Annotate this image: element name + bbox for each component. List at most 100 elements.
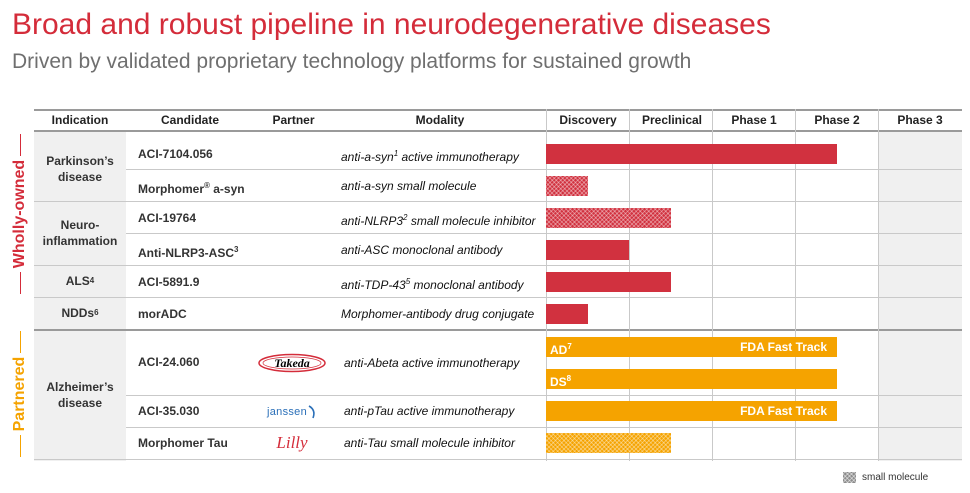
progress-bar-aci-35030: FDA Fast Track: [546, 401, 837, 421]
janssen-logo: janssen: [256, 401, 328, 423]
indication-line: Parkinson’s: [46, 154, 114, 168]
candidate-suffix: a-syn: [209, 182, 245, 196]
footnote-marker: 6: [94, 308, 99, 317]
indication-ndds: NDDs 6: [34, 297, 126, 329]
modality-text: anti-NLRP3: [341, 214, 404, 228]
modality-text: monoclonal antibody: [410, 278, 524, 292]
candidate-anti-nlrp3-asc: Anti-NLRP3-ASC3: [138, 234, 238, 266]
pipeline-table: Indication Candidate Partner Modality Di…: [34, 109, 962, 461]
indication-line: disease: [57, 170, 103, 184]
progress-bar-morphomer-tau: [546, 433, 671, 453]
section-divider: [34, 329, 962, 331]
footnote-marker: 5: [405, 277, 411, 286]
column-header-partner: Partner: [272, 113, 315, 127]
indication-column-background: [34, 131, 126, 461]
wholly-owned-text: Wholly-owned: [11, 159, 28, 269]
modality-text: small molecule inhibitor: [407, 214, 536, 228]
column-header-preclinical: Preclinical: [641, 113, 703, 127]
bar-label-text: DS: [550, 375, 567, 389]
indication-line: inflammation: [42, 234, 118, 248]
progress-bar-aci-19764: [546, 208, 671, 228]
phase-gridline: [795, 109, 796, 461]
modality-aci-7104: anti-a-syn1 active immunotherapy: [341, 138, 519, 170]
progress-bar-morphomer-asyn: [546, 176, 588, 196]
row-divider: [126, 169, 962, 170]
column-header-discovery: Discovery: [559, 113, 617, 127]
takeda-logo-graphic: Takeda: [258, 353, 326, 373]
progress-bar-moradc: [546, 304, 588, 324]
modality-text: active immunotherapy: [398, 150, 519, 164]
group-divider: [34, 265, 962, 266]
candidate-aci-5891: ACI-5891.9: [138, 275, 200, 289]
modality-aci-24060: anti-Abeta active immunotherapy: [344, 356, 520, 370]
candidate-aci-19764: ACI-19764: [138, 211, 197, 225]
indication-neuroinflammation: Neuro- inflammation: [34, 201, 126, 265]
partner-name: janssen: [266, 406, 307, 418]
partner-name: Lilly: [276, 433, 308, 452]
indication-parkinsons: Parkinson’s disease: [34, 137, 126, 201]
partnered-label: Partnered: [10, 329, 30, 459]
footnote-marker: 2: [403, 213, 408, 222]
phase-3-column-background: [878, 131, 962, 461]
group-divider: [34, 201, 962, 202]
candidate-aci-24060: ACI-24.060: [138, 355, 200, 369]
footnote-marker: 4: [89, 276, 95, 285]
modality-aci-19764: anti-NLRP32 small molecule inhibitor: [341, 202, 536, 234]
bar-label-text: AD: [550, 343, 568, 357]
candidate-morphomer-asyn: Morphomer® a-syn: [138, 170, 245, 202]
column-header-phase-3: Phase 3: [897, 113, 943, 127]
column-header-indication: Indication: [51, 113, 109, 127]
progress-bar-aci-7104: [546, 144, 837, 164]
modality-anti-nlrp3-asc: anti-ASC monoclonal antibody: [341, 243, 503, 257]
modality-moradc: Morphomer-antibody drug conjugate: [341, 307, 535, 321]
candidate-morphomer-tau: Morphomer Tau: [138, 436, 228, 450]
modality-text: anti-a-syn: [341, 150, 394, 164]
janssen-swoosh-icon: [308, 405, 315, 419]
column-header-phase-1: Phase 1: [731, 113, 777, 127]
divider: [19, 330, 21, 353]
fda-fast-track-label: FDA Fast Track: [740, 404, 827, 418]
fda-fast-track-label: FDA Fast Track: [740, 340, 827, 354]
candidate-aci-7104: ACI-7104.056: [138, 147, 213, 161]
registered-mark: ®: [204, 181, 210, 190]
progress-bar-aci-24060-ds: DS8: [546, 369, 837, 389]
table-bottom-rule: [34, 459, 962, 460]
candidate-name: Morphomer: [138, 182, 204, 196]
candidate-moradc: morADC: [138, 307, 187, 321]
indication-line: disease: [57, 396, 103, 410]
row-divider: [126, 233, 962, 234]
indication-text: ALS: [65, 274, 90, 288]
takeda-logo: Takeda: [256, 352, 328, 374]
footnote-marker: 3: [234, 245, 239, 254]
progress-bar-anti-nlrp3-asc: [546, 240, 629, 260]
bar-indication-label: DS8: [550, 371, 571, 390]
column-header-candidate: Candidate: [160, 113, 219, 127]
phase-gridline: [712, 109, 713, 461]
divider: [19, 134, 21, 156]
partnered-text: Partnered: [11, 356, 28, 432]
candidate-name: Anti-NLRP3-ASC: [138, 246, 234, 260]
progress-bar-aci-24060-ad: AD7 FDA Fast Track: [546, 337, 837, 357]
legend-label: small molecule: [862, 472, 929, 483]
modality-aci-35030: anti-pTau active immunotherapy: [344, 404, 515, 418]
indication-line: Neuro-: [60, 218, 100, 232]
modality-aci-5891: anti-TDP-435 monoclonal antibody: [341, 266, 524, 298]
progress-bar-aci-5891: [546, 272, 671, 292]
page-subtitle: Driven by validated proprietary technolo…: [12, 50, 692, 73]
row-divider: [126, 395, 962, 396]
divider: [19, 272, 21, 294]
header-rule-top: [34, 109, 962, 111]
indication-line: Alzheimer’s: [46, 380, 114, 394]
indication-alzheimers: Alzheimer’s disease: [34, 330, 126, 460]
modality-text: anti-TDP-43: [341, 278, 406, 292]
indication-als: ALS 4: [34, 265, 126, 297]
phase-gridline: [878, 109, 879, 461]
row-divider: [126, 427, 962, 428]
small-molecule-swatch-icon: [843, 472, 856, 483]
footnote-marker: 1: [393, 149, 399, 158]
column-header-modality: Modality: [415, 113, 465, 127]
wholly-owned-label: Wholly-owned: [10, 134, 30, 294]
page-title: Broad and robust pipeline in neurodegene…: [12, 8, 771, 41]
header-rule-bottom: [34, 130, 962, 132]
indication-text: NDDs: [61, 306, 95, 320]
